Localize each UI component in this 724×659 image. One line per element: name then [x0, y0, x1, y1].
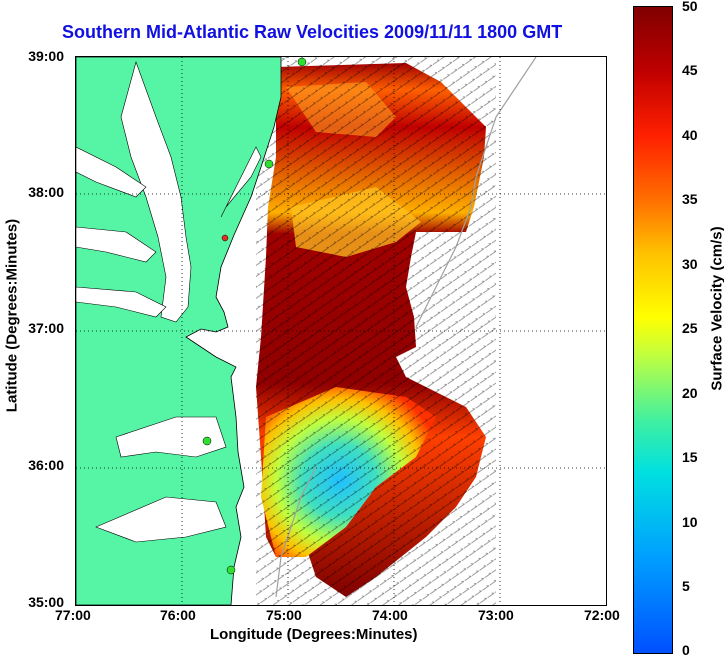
station-marker — [226, 565, 236, 575]
y-tick-label: 36:00 — [28, 457, 64, 473]
x-tick-label: 77:00 — [55, 607, 91, 623]
colorbar-label: Surface Velocity (cm/s) — [708, 226, 724, 391]
colorbar-tick-label: 5 — [682, 578, 690, 594]
grid — [76, 57, 606, 605]
x-axis-label: Longitude (Degrees:Minutes) — [210, 626, 418, 643]
colorbar-tick-label: 30 — [682, 256, 698, 272]
colorbar-tick-label: 50 — [682, 0, 698, 14]
station-marker — [221, 234, 229, 242]
station-marker — [264, 159, 274, 169]
map-canvas — [76, 57, 606, 605]
colorbar-tick-label: 0 — [682, 642, 690, 658]
y-axis-label: Latitude (Degrees:Minutes) — [3, 218, 21, 413]
y-tick-label: 39:00 — [28, 48, 64, 64]
estuaries — [76, 61, 262, 543]
x-tick-label: 72:00 — [584, 607, 620, 623]
colorbar — [633, 6, 673, 654]
y-tick-label: 35:00 — [28, 594, 64, 610]
colorbar-tick-label: 25 — [682, 320, 698, 336]
map-title: Southern Mid-Atlantic Raw Velocities 200… — [62, 22, 563, 42]
station-markers — [202, 57, 307, 575]
colorbar-tick-label: 45 — [682, 62, 698, 78]
x-tick-label: 75:00 — [266, 607, 302, 623]
station-marker — [297, 57, 307, 67]
colorbar-tick-label: 15 — [682, 449, 698, 465]
colorbar-tick-label: 40 — [682, 127, 698, 143]
x-tick-label: 76:00 — [160, 607, 196, 623]
colorbar-tick-label: 10 — [682, 514, 698, 530]
x-tick-label: 73:00 — [478, 607, 514, 623]
bathymetry-contours — [275, 57, 537, 598]
map-plot-area[interactable] — [75, 56, 607, 606]
colorbar-tick-label: 35 — [682, 191, 698, 207]
y-tick-label: 37:00 — [28, 320, 64, 336]
colorbar-tick-label: 20 — [682, 385, 698, 401]
y-tick-label: 38:00 — [28, 184, 64, 200]
x-tick-label: 74:00 — [372, 607, 408, 623]
station-marker — [202, 436, 212, 446]
